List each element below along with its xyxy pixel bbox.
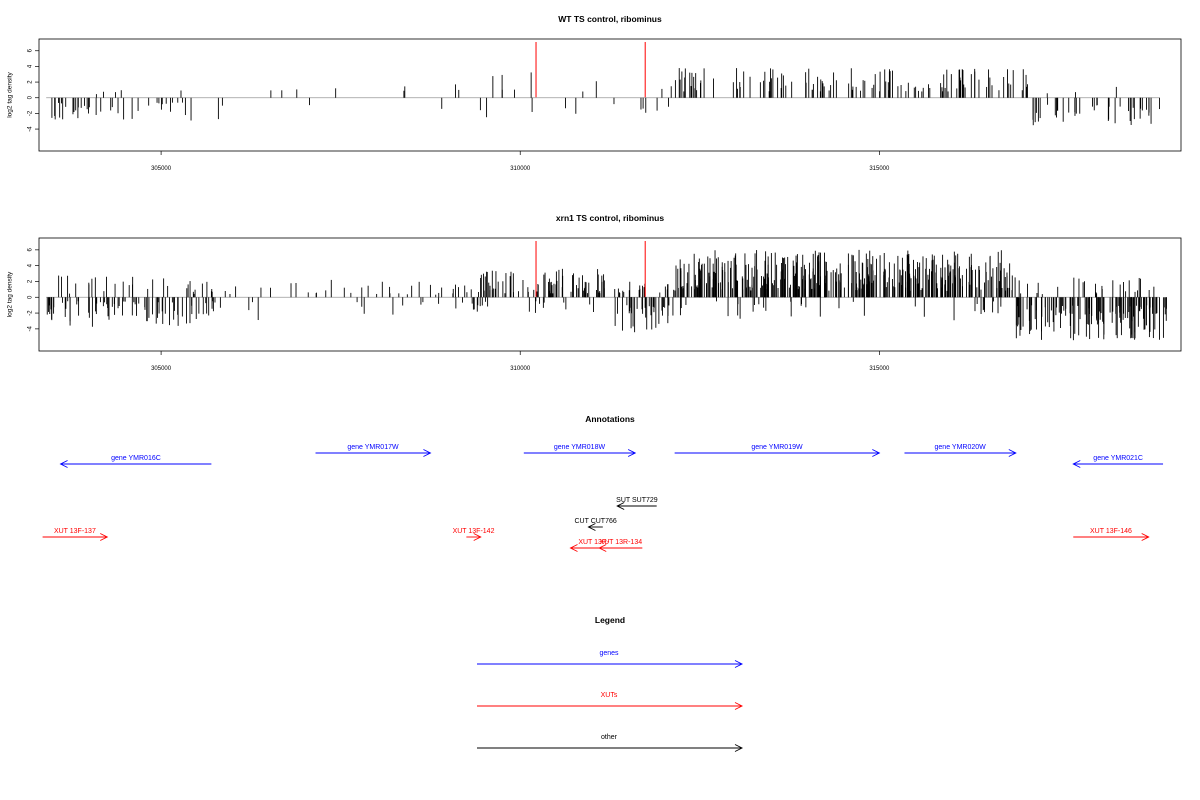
arrow-head bbox=[734, 660, 744, 668]
annotation-label: XUT 13R- bbox=[578, 539, 610, 546]
x-tick-label: 310000 bbox=[510, 166, 531, 172]
legend-item-gene: genes bbox=[477, 650, 744, 668]
arrow-head bbox=[1072, 460, 1081, 468]
plot-frame bbox=[38, 237, 1182, 352]
legend-label: XUTs bbox=[601, 692, 618, 699]
arrow-head bbox=[734, 702, 744, 710]
annotation-label: XUT 13R-134 bbox=[599, 539, 642, 546]
annotation-label: gene YMR020W bbox=[935, 444, 987, 451]
arrow-head bbox=[734, 744, 744, 752]
y-tick-label: -2 bbox=[28, 110, 34, 116]
annotation-label: XUT 13F-137 bbox=[54, 528, 96, 535]
panel-title: WT TS control, ribominus bbox=[558, 14, 662, 24]
y-tick-label: 4 bbox=[28, 64, 34, 68]
plot-frame bbox=[38, 38, 1182, 152]
arrow-head bbox=[627, 449, 637, 457]
annotation-other: CUT CUT766 bbox=[574, 518, 617, 531]
annotation-xut: XUT 13R-134 bbox=[598, 539, 643, 552]
annotation-gene: gene YMR018W bbox=[523, 444, 637, 457]
y-tick-label: 0 bbox=[28, 295, 34, 299]
annotation-xut: XUT 13F-146 bbox=[1073, 528, 1150, 541]
bar-series bbox=[51, 68, 1160, 126]
arrow-head bbox=[473, 533, 482, 541]
arrow-head bbox=[423, 449, 432, 457]
coverage-panel-2: xrn1 TS control, ribominus -4 -2 0 2 4 6 log2 t… bbox=[7, 213, 1182, 372]
legend-label: genes bbox=[599, 650, 619, 657]
arrow-head bbox=[616, 502, 625, 510]
legend-title: Legend bbox=[595, 615, 625, 625]
arrow-head bbox=[587, 523, 596, 531]
x-tick-label: 315000 bbox=[869, 166, 890, 172]
annotation-label: XUT 13F-146 bbox=[1090, 528, 1132, 535]
annotation-other: SUT SUT729 bbox=[616, 497, 658, 510]
x-tick-label: 310000 bbox=[510, 366, 531, 372]
arrow-head bbox=[598, 544, 607, 552]
annotation-track: gene YMR016C gene YMR017W gene YMR018W gene… bbox=[42, 444, 1164, 552]
y-axis: -4 -2 0 2 4 6 log2 tag density bbox=[7, 248, 39, 332]
annotation-gene: gene YMR019W bbox=[674, 444, 881, 457]
y-tick-label: 2 bbox=[28, 279, 34, 283]
arrow-head bbox=[100, 533, 109, 541]
y-tick-label: 2 bbox=[28, 80, 34, 84]
arrow-head bbox=[569, 544, 578, 552]
y-tick-label: -2 bbox=[28, 310, 34, 316]
annotation-xut: XUT 13F-142 bbox=[453, 528, 495, 541]
bar-series bbox=[46, 249, 1167, 341]
annotation-label: gene YMR021C bbox=[1093, 455, 1143, 462]
y-axis-label: log2 tag density bbox=[7, 71, 14, 117]
y-tick-label: 6 bbox=[28, 48, 34, 52]
annotations-title: Annotations bbox=[585, 414, 635, 424]
legend: genes XUTs other bbox=[477, 650, 744, 752]
arrow-head bbox=[1008, 449, 1017, 457]
annotation-label: gene YMR018W bbox=[554, 444, 606, 451]
y-axis-label: log2 tag density bbox=[7, 271, 14, 317]
annotation-label: gene YMR019W bbox=[751, 444, 803, 451]
annotation-label: XUT 13F-142 bbox=[453, 528, 495, 535]
y-tick-label: -4 bbox=[28, 126, 34, 132]
legend-label: other bbox=[601, 734, 618, 741]
x-tick-label: 305000 bbox=[151, 166, 172, 172]
y-tick-label: 0 bbox=[28, 95, 34, 99]
annotation-label: gene YMR017W bbox=[347, 444, 399, 451]
arrow-head bbox=[59, 460, 68, 468]
annotation-label: CUT CUT766 bbox=[574, 518, 616, 525]
panel-title: xrn1 TS control, ribominus bbox=[556, 213, 664, 223]
legend-item-other: other bbox=[477, 734, 744, 752]
x-axis: 305000 310000 315000 bbox=[151, 151, 890, 172]
annotation-label: SUT SUT729 bbox=[616, 497, 658, 504]
x-tick-label: 305000 bbox=[151, 366, 172, 372]
arrow-head bbox=[872, 449, 881, 457]
coverage-panel-1: WT TS control, ribominus -4 -2 0 2 4 6 log2 tag… bbox=[7, 14, 1182, 172]
y-tick-label: 4 bbox=[28, 263, 34, 267]
annotation-gene: gene YMR021C bbox=[1072, 455, 1164, 468]
annotation-gene: gene YMR020W bbox=[904, 444, 1017, 457]
annotation-label: gene YMR016C bbox=[111, 455, 161, 462]
arrow-head bbox=[1141, 533, 1150, 541]
annotation-gene: gene YMR016C bbox=[59, 455, 212, 468]
x-tick-label: 315000 bbox=[869, 366, 890, 372]
annotation-xut: XUT 13F-137 bbox=[42, 528, 109, 541]
legend-item-xut: XUTs bbox=[477, 692, 744, 710]
x-axis: 305000 310000 315000 bbox=[151, 351, 890, 372]
annotation-gene: gene YMR017W bbox=[315, 444, 432, 457]
y-axis: -4 -2 0 2 4 6 log2 tag density bbox=[7, 48, 39, 132]
y-tick-label: 6 bbox=[28, 248, 34, 252]
y-tick-label: -4 bbox=[28, 326, 34, 332]
